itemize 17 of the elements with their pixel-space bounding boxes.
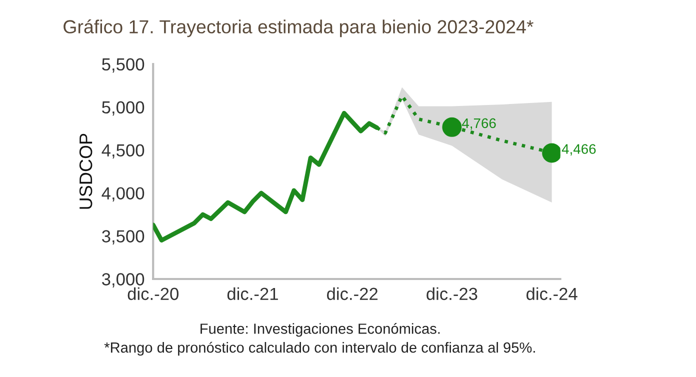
text: *Rango de pronóstico calculado con intervalo de confianza al 95%. <box>104 342 535 356</box>
y-tick-label: 3,000 <box>102 273 144 288</box>
x-tick-label: dic.-21 <box>227 287 278 300</box>
y-tick-label: 5,500 <box>102 58 144 73</box>
y-tick-label: 4,000 <box>102 187 144 202</box>
x-tick-label: dic.-24 <box>526 287 578 300</box>
chart-title: Gráfico 17. Trayectoria estimada para bienio 2023-2024* <box>64 19 534 38</box>
y-tick-label: 5,000 <box>102 101 144 116</box>
x-tick-label: dic.-22 <box>327 287 378 300</box>
y-tick-label: 4,500 <box>102 144 144 159</box>
y-tick-label: 3,500 <box>102 230 144 245</box>
data-label: 4,466 <box>562 144 596 156</box>
source-note: Fuente: Investigaciones Económicas. <box>200 322 440 337</box>
x-tick-label: dic.-23 <box>426 287 478 300</box>
data-label: 4,766 <box>462 118 496 130</box>
y-axis-title: USDCOP <box>79 134 92 209</box>
x-tick-label: dic.-20 <box>128 287 178 300</box>
